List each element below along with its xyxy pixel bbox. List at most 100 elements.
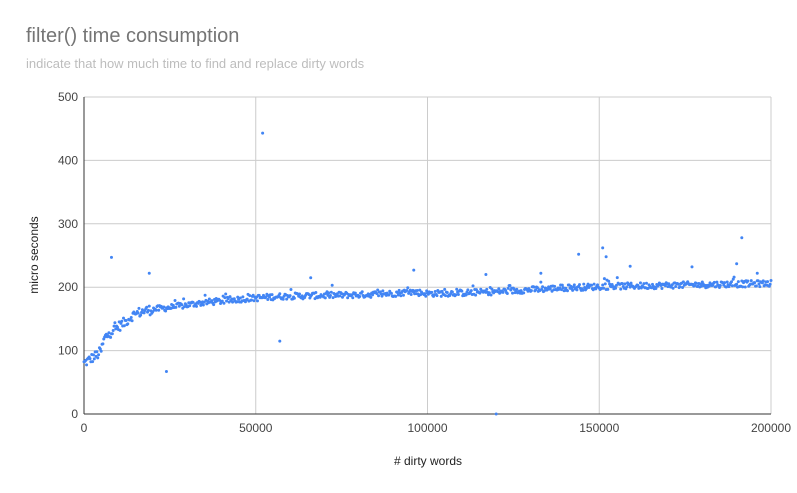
data-point <box>157 308 161 312</box>
outlier-point <box>278 339 282 343</box>
data-point <box>620 282 624 286</box>
data-point <box>699 284 703 288</box>
data-point <box>267 295 271 299</box>
data-point <box>228 295 232 299</box>
outlier-point <box>309 276 313 280</box>
data-point <box>270 293 274 297</box>
outlier-point <box>577 252 581 256</box>
data-point <box>98 347 102 351</box>
data-point <box>515 287 519 291</box>
data-point <box>146 308 150 312</box>
data-point <box>460 289 464 293</box>
x-tick-label: 100000 <box>407 421 447 435</box>
data-point <box>699 282 703 286</box>
data-point <box>394 294 398 298</box>
outlier-point <box>261 131 265 135</box>
data-point <box>693 284 697 288</box>
data-point <box>241 295 245 299</box>
data-point <box>729 280 733 284</box>
outlier-point <box>735 262 739 266</box>
data-point <box>743 285 747 289</box>
data-point <box>577 283 581 287</box>
outlier-point <box>147 271 151 275</box>
data-point <box>147 304 151 308</box>
data-point <box>188 304 192 308</box>
data-point <box>754 284 758 288</box>
data-point <box>397 288 401 292</box>
data-point <box>235 300 239 304</box>
data-point <box>130 319 134 323</box>
data-point <box>506 286 510 290</box>
data-point <box>380 294 384 298</box>
tick-labels: 0 100 200 300 400 500 0 50000 100000 150000 200000 <box>58 90 791 435</box>
data-point <box>329 290 333 294</box>
data-point <box>137 306 141 310</box>
outlier-point <box>740 236 744 240</box>
outlier-point <box>484 273 488 277</box>
outlier-point <box>494 412 498 416</box>
data-point <box>387 293 391 297</box>
data-point <box>154 308 158 312</box>
data-point <box>120 319 124 323</box>
data-point <box>424 294 428 298</box>
data-point <box>455 287 459 291</box>
data-point <box>749 279 753 283</box>
data-point <box>323 296 327 300</box>
data-point <box>614 283 618 287</box>
data-point <box>761 279 765 283</box>
data-point <box>435 294 439 298</box>
data-point <box>724 285 728 289</box>
data-point <box>572 283 576 287</box>
data-point <box>565 289 569 293</box>
data-point <box>203 293 207 297</box>
data-point <box>629 281 633 285</box>
data-point <box>768 282 772 286</box>
data-point <box>596 283 600 287</box>
data-point <box>252 299 256 303</box>
data-point <box>619 287 623 291</box>
data-point <box>389 291 393 295</box>
y-tick-label: 400 <box>58 153 78 167</box>
data-point <box>625 285 629 289</box>
data-point <box>91 360 95 364</box>
data-point <box>278 292 282 296</box>
data-point <box>712 280 716 284</box>
data-point <box>581 288 585 292</box>
data-point <box>255 299 259 303</box>
data-point <box>340 295 344 299</box>
data-point <box>723 281 727 285</box>
data-point <box>257 293 261 297</box>
data-point <box>129 315 133 319</box>
data-point <box>423 292 427 296</box>
data-point <box>381 289 385 293</box>
data-point <box>769 278 773 282</box>
data-point <box>489 293 493 297</box>
data-point <box>191 300 195 304</box>
data-point <box>439 294 443 298</box>
data-point <box>399 294 403 298</box>
data-point <box>757 282 761 286</box>
data-point <box>109 335 113 339</box>
data-point <box>676 282 680 286</box>
outlier-point <box>412 268 416 272</box>
data-point <box>601 283 605 287</box>
data-point <box>535 286 539 290</box>
data-point <box>433 290 437 294</box>
data-point <box>249 298 253 302</box>
data-point <box>232 297 236 301</box>
data-point <box>474 293 478 297</box>
data-point <box>298 292 302 296</box>
data-point <box>346 296 350 300</box>
data-point <box>623 282 627 286</box>
data-point <box>95 350 99 354</box>
data-point <box>376 288 380 292</box>
outlier-point <box>539 271 543 275</box>
data-point <box>136 311 140 315</box>
data-point <box>111 329 115 333</box>
data-point <box>396 293 400 297</box>
data-point <box>281 297 285 301</box>
data-point <box>445 290 449 294</box>
data-point <box>454 293 458 297</box>
data-point <box>371 293 375 297</box>
data-point <box>194 304 198 308</box>
